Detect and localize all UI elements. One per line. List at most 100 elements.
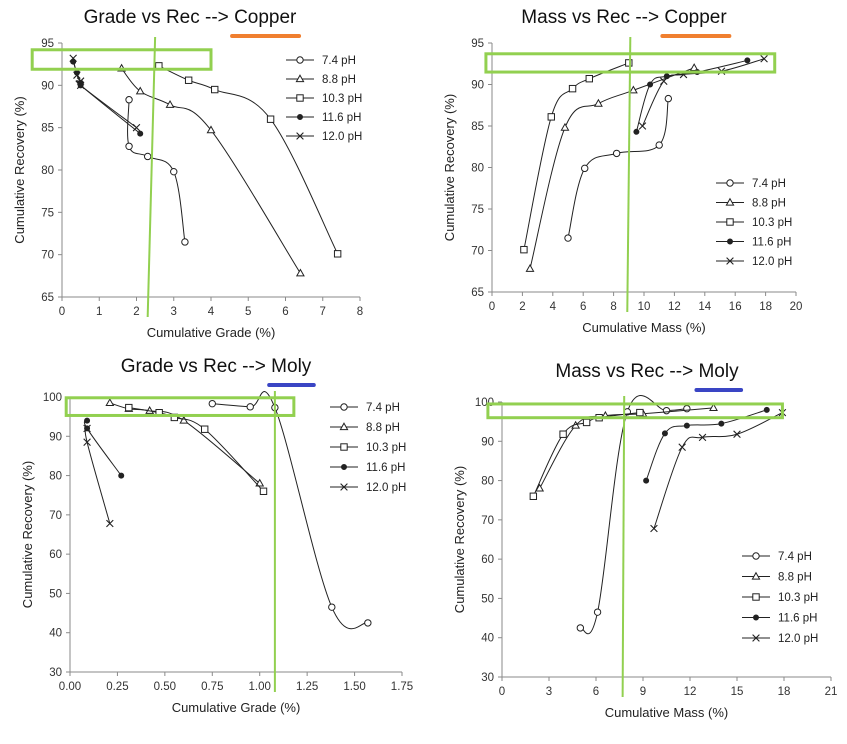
chart-2-title-prefix: Mass vs Rec --> — [521, 7, 664, 28]
chart-2-xtick-label: 18 — [759, 301, 772, 313]
chart-3-series-2-point-1 — [105, 398, 115, 406]
chart-4-title-mineral: Moly — [698, 361, 739, 382]
chart-1-series-2-point-5 — [295, 268, 305, 277]
chart-4-series-4-point-4 — [718, 420, 725, 427]
chart-4-xtick-label: 9 — [640, 686, 646, 698]
chart-1-group: Grade vs Rec --> Copper 0 1 2 3 4 5 6 7 8 65 70 75 80… — [12, 7, 363, 340]
chart-1-xtick-label: 4 — [208, 306, 215, 318]
chart-3-xtick-label: 1.75 — [391, 681, 413, 693]
chart-3-series-3-point-1 — [125, 403, 133, 412]
chart-2-legend-label-1: 7.4 pH — [752, 178, 786, 190]
chart-1-series-2-line — [121, 68, 301, 274]
chart-1-legend-marker-3 — [296, 94, 304, 102]
chart-4-legend-label-5: 12.0 pH — [778, 633, 818, 645]
chart-3-ytick-label: 80 — [49, 471, 62, 483]
chart-2-ytick-label: 95 — [471, 38, 484, 50]
chart-4-series-3-point-1 — [529, 492, 538, 500]
chart-4-series-4-point-1 — [643, 477, 650, 484]
chart-1-legend-label-1: 7.4 pH — [322, 55, 356, 67]
chart-2-ytick-label: 85 — [471, 121, 484, 133]
chart-3-series-1-point-4 — [328, 603, 336, 611]
chart-3-xtick-label: 1.25 — [296, 681, 318, 693]
chart-1-ytick-label: 90 — [41, 80, 54, 92]
chart-2-ytick-label: 70 — [471, 246, 484, 258]
chart-1-xtick-label: 8 — [357, 306, 363, 318]
chart-3-ytick-label: 50 — [49, 588, 62, 600]
chart-1-series-1-point-5 — [181, 238, 189, 246]
chart-1-ytick-label: 65 — [41, 292, 54, 304]
chart-4-legend-marker-2 — [751, 571, 761, 580]
chart-4-xtick-label: 3 — [546, 686, 552, 698]
chart-3-series-5-point-2 — [83, 438, 91, 446]
chart-2-xlabel: Cumulative Mass (%) — [582, 320, 706, 335]
chart-1-title-mineral: Copper — [234, 7, 297, 28]
chart-4-legend-marker-4 — [753, 614, 760, 621]
chart-2-series-3-point-3 — [568, 84, 577, 93]
chart-2-ytick-label: 75 — [471, 204, 484, 216]
chart-4-xtick-label: 6 — [593, 686, 599, 698]
chart-3-xlabel: Cumulative Grade (%) — [172, 700, 301, 715]
chart-4-legend-marker-3 — [752, 593, 760, 601]
chart-2-legend-label-2: 8.8 pH — [752, 198, 786, 210]
chart-4-xtick-label: 18 — [778, 686, 791, 698]
chart-2-legend-label-5: 12.0 pH — [752, 256, 792, 268]
chart-2-ytick-label: 65 — [471, 287, 484, 299]
chart-3-series-3-line — [128, 407, 264, 492]
chart-4-series-5-line — [653, 412, 783, 529]
chart-2-legend-label-4: 11.6 pH — [752, 237, 791, 249]
chart-2-legend-marker-1 — [726, 179, 734, 187]
chart-4-series-2-point-1 — [535, 483, 545, 492]
chart-1-series-5-point-5 — [132, 123, 141, 132]
chart-3-legend-label-2: 8.8 pH — [366, 422, 400, 434]
chart-2-series-1-point-4 — [655, 141, 663, 149]
chart-1-series-5-point-2 — [73, 71, 81, 79]
chart-4-title: Mass vs Rec --> Moly — [555, 361, 739, 382]
chart-1-series-3-line — [158, 65, 339, 255]
chart-3-title-prefix: Grade vs Rec --> — [121, 356, 271, 377]
chart-2-xtick-label: 16 — [729, 301, 742, 313]
chart-4-ytick-label: 50 — [481, 593, 494, 605]
chart-1-legend-marker-2 — [295, 74, 305, 83]
chart-1-legend-label-2: 8.8 pH — [322, 74, 356, 86]
chart-3-legend-label-1: 7.4 pH — [366, 402, 400, 414]
chart-1-legend-label-4: 11.6 pH — [322, 112, 361, 124]
chart-1-highlight-line — [146, 36, 157, 318]
chart-3-legend-marker-4 — [340, 463, 347, 470]
chart-4-legend-label-3: 10.3 pH — [778, 592, 818, 604]
chart-4-series-1-point-5 — [683, 404, 691, 413]
chart-1-series-5-point-1 — [69, 54, 77, 63]
chart-2-ytick-label: 80 — [471, 163, 484, 175]
chart-1-ytick-label: 95 — [41, 38, 54, 50]
chart-3-legend-marker-3 — [340, 443, 348, 451]
chart-4-ylabel: Cumulative Recovery (%) — [452, 466, 467, 613]
chart-4-series-1-point-4 — [662, 406, 671, 415]
chart-3-series-5-point-1 — [83, 424, 91, 433]
chart-1-series-1-point-1 — [125, 96, 133, 104]
chart-4-series-5-point-3 — [698, 433, 707, 442]
chart-4-ytick-label: 40 — [481, 633, 494, 645]
chart-2-xtick-label: 0 — [489, 301, 495, 313]
chart-4-legend-label-1: 7.4 pH — [778, 551, 812, 563]
chart-4-series-4-point-2 — [661, 430, 668, 437]
chart-2-title: Mass vs Rec --> Copper — [521, 7, 727, 28]
chart-2-title-mineral: Copper — [664, 7, 727, 28]
chart-2-legend-marker-4 — [727, 238, 734, 245]
chart-1-legend-marker-1 — [296, 56, 304, 64]
chart-4-ytick-label: 60 — [481, 554, 494, 566]
chart-3-series-4-point-1 — [84, 417, 91, 424]
chart-1-title: Grade vs Rec --> Copper — [84, 7, 297, 28]
chart-3-xtick-label: 1.00 — [249, 681, 271, 693]
chart-4-legend-marker-1 — [752, 552, 760, 560]
chart-4-series-2-point-5 — [709, 403, 718, 411]
chart-1-ylabel: Cumulative Recovery (%) — [12, 96, 27, 243]
chart-2-series-4-point-5 — [744, 57, 751, 64]
chart-4-series-3-point-2 — [559, 430, 567, 438]
chart-2-series-3-point-4 — [585, 74, 593, 83]
chart-2-series-5-point-5 — [760, 54, 768, 63]
chart-2-series-3-line — [523, 62, 629, 250]
chart-4-series-5-point-2 — [678, 443, 686, 451]
chart-1-ytick-label: 75 — [41, 207, 54, 219]
chart-1-xtick-label: 2 — [133, 306, 139, 318]
